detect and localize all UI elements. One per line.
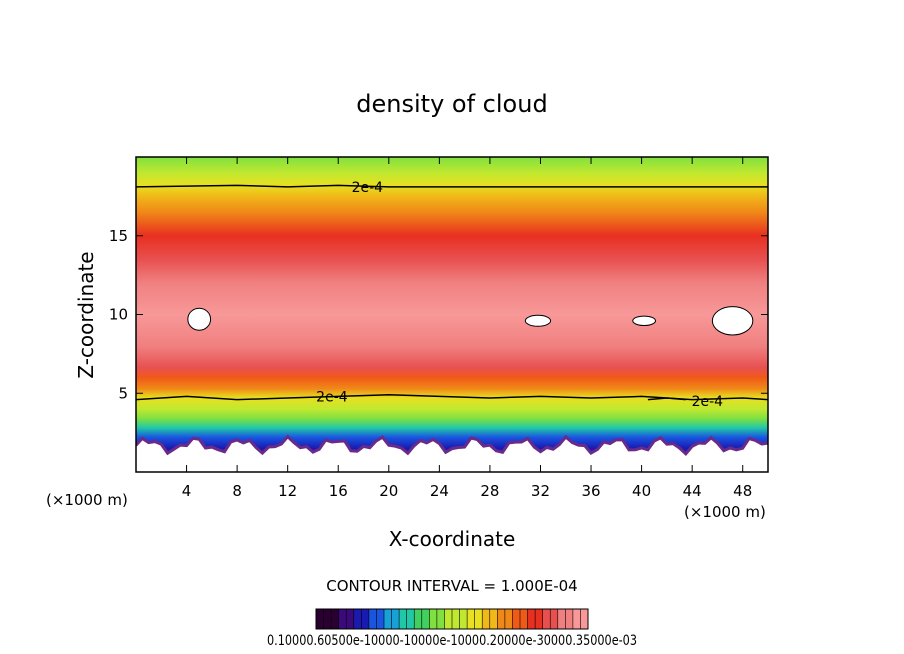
colorbar-swatch (316, 609, 325, 629)
colorbar-swatch (489, 609, 498, 629)
colorbar-swatch (512, 609, 521, 629)
x-tick-label: 12 (278, 482, 297, 500)
clear-air-pocket (632, 315, 657, 327)
contour-line-2e-4 (647, 397, 686, 401)
colorbar-swatch (504, 609, 513, 629)
colorbar-swatch (527, 609, 536, 629)
colorbar-tick-labels: 0.10000.60500e-10000-10000e-10000.20000e… (267, 633, 637, 649)
x-tick-label: 36 (581, 482, 600, 500)
colorbar-swatch (368, 609, 377, 629)
clear-air-pockets (187, 306, 754, 336)
contour-labels: 2e-4 2e-4 2e-4 (316, 180, 723, 410)
colorbar-swatch (572, 609, 581, 629)
colorbar-swatch (331, 609, 340, 629)
colorbar-swatch (550, 609, 559, 629)
density-field (136, 157, 768, 472)
colorbar-swatch (565, 609, 574, 629)
plot-area: 2e-4 2e-4 2e-4 (135, 156, 769, 473)
colorbar-swatch (346, 609, 355, 629)
colorbar-frame (315, 608, 589, 630)
colorbar-swatch (361, 609, 370, 629)
colorbar-swatch (399, 609, 408, 629)
x-tick-label: 24 (430, 482, 449, 500)
contour-label: 2e-4 (316, 389, 348, 405)
colorbar-swatch (338, 609, 347, 629)
clear-air-pocket (711, 306, 754, 336)
y-tick-label: 15 (109, 227, 128, 245)
x-tick-label: 28 (480, 482, 499, 500)
chart-title: density of cloud (356, 90, 547, 118)
x-tick-label: 44 (683, 482, 702, 500)
y-tick-label: 5 (118, 384, 128, 402)
colorbar-swatch (421, 609, 430, 629)
x-tick-label: 8 (232, 482, 242, 500)
x-tick-label: 40 (632, 482, 651, 500)
colorbar-swatch (459, 609, 468, 629)
lower-cloud-edge (136, 434, 768, 472)
x-tick-label: 48 (733, 482, 752, 500)
contour-line-2e-4 (136, 184, 768, 188)
below-cloud-region (136, 436, 768, 472)
colorbar (315, 608, 589, 630)
y-axis-label: Z-coordinate (74, 251, 98, 378)
y-tick-label: 10 (109, 306, 128, 324)
colorbar-swatch (474, 609, 483, 629)
colorbar-swatch (467, 609, 476, 629)
colorbar-swatch (482, 609, 491, 629)
colorbar-swatch (323, 609, 332, 629)
colorbar-swatch (497, 609, 506, 629)
colorbar-swatch (429, 609, 438, 629)
colorbar-swatch (391, 609, 400, 629)
x-axis-unit-left: (×1000 m) (46, 491, 128, 509)
colorbar-swatch (580, 609, 589, 629)
x-axis-unit-right: (×1000 m) (684, 503, 766, 521)
colorbar-swatch (436, 609, 445, 629)
x-tick-label: 4 (182, 482, 192, 500)
y-axis-ticks: 5 10 15 (109, 227, 768, 402)
colorbar-swatch (384, 609, 393, 629)
clear-air-pocket (187, 307, 212, 331)
contour-lines (136, 184, 768, 401)
cloud-base-edge (136, 434, 768, 456)
colorbar-swatch (444, 609, 453, 629)
colorbar-swatch (452, 609, 461, 629)
clear-air-pocket (524, 314, 552, 327)
colorbar-swatch (414, 609, 423, 629)
colorbar-swatch (535, 609, 544, 629)
x-axis-ticks: 4 8 12 16 20 24 28 32 36 40 44 48 (182, 157, 752, 500)
contour-label: 2e-4 (692, 394, 724, 410)
colorbar-swatch (557, 609, 566, 629)
x-tick-label: 32 (531, 482, 550, 500)
colorbar-swatch (406, 609, 415, 629)
x-tick-label: 16 (329, 482, 348, 500)
contour-label: 2e-4 (352, 180, 384, 196)
colorbar-swatch (353, 609, 362, 629)
contour-interval-label: CONTOUR INTERVAL = 1.000E-04 (326, 577, 577, 595)
x-tick-label: 20 (379, 482, 398, 500)
x-axis-label: X-coordinate (389, 527, 516, 551)
colorbar-swatch (376, 609, 385, 629)
colorbar-swatch (542, 609, 551, 629)
colorbar-swatch (520, 609, 529, 629)
